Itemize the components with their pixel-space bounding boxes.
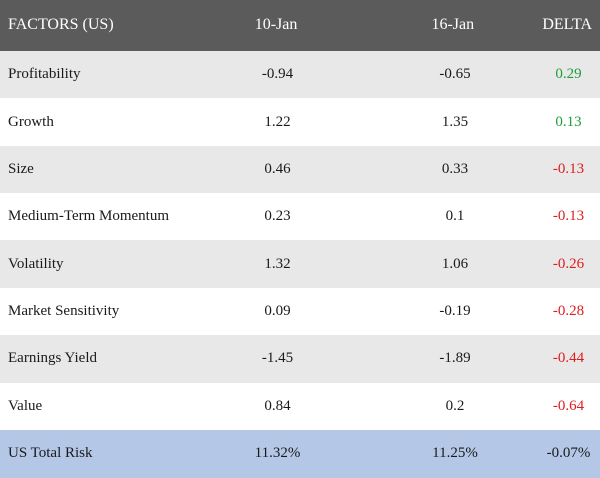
delta-value: -0.28 (552, 303, 585, 320)
jan16-value: -0.65 (439, 66, 471, 83)
delta-value: -0.44 (552, 350, 585, 367)
delta-value: -0.26 (552, 255, 585, 272)
header-factor: FACTORS (US) (8, 16, 114, 34)
table-header: FACTORS (US) 10-Jan 16-Jan DELTA (0, 0, 600, 51)
jan10-value: -1.45 (261, 350, 294, 367)
jan10-value: 0.46 (264, 160, 291, 177)
header-jan16: 16-Jan (431, 16, 475, 34)
jan10-value: 1.22 (264, 113, 291, 130)
factor-name: Earnings Yield (8, 350, 98, 367)
total-jan10: 11.32% (254, 445, 301, 462)
jan16-value: -0.19 (439, 303, 471, 320)
delta-value: 0.29 (555, 66, 582, 83)
jan16-value: 0.2 (445, 397, 465, 414)
table-row: Profitability -0.94 -0.65 0.29 (0, 50, 600, 99)
factor-name: Medium-Term Momentum (8, 208, 170, 225)
factor-name: Profitability (8, 66, 81, 83)
jan16-value: 0.33 (441, 160, 469, 177)
table-row: Volatility 1.32 1.06 -0.26 (0, 240, 600, 288)
table-row: Earnings Yield -1.45 -1.89 -0.44 (0, 335, 600, 383)
jan10-value: -0.94 (261, 66, 294, 83)
jan16-value: -1.89 (439, 350, 471, 367)
jan16-value: 0.1 (445, 208, 465, 225)
table-row: Growth 1.22 1.35 0.13 (0, 98, 600, 146)
factor-name: Volatility (8, 255, 64, 272)
factor-name: Growth (8, 113, 54, 130)
jan16-value: 1.35 (441, 113, 469, 130)
factor-name: Value (8, 397, 43, 414)
delta-value: -0.13 (552, 208, 585, 225)
jan16-value: 1.06 (441, 255, 469, 272)
total-row: US Total Risk 11.32% 11.25% -0.07% (0, 429, 600, 478)
table-row: Market Sensitivity 0.09 -0.19 -0.28 (0, 287, 600, 336)
delta-value: -0.64 (552, 397, 585, 414)
jan10-value: 1.32 (264, 255, 291, 272)
table-row: Value 0.84 0.2 -0.64 (0, 382, 600, 430)
delta-value: -0.13 (552, 160, 585, 177)
total-jan16: 11.25% (432, 445, 478, 462)
table-row: Size 0.46 0.33 -0.13 (0, 145, 600, 194)
header-delta: DELTA (542, 16, 592, 34)
jan10-value: 0.09 (264, 303, 291, 320)
delta-value: 0.13 (555, 113, 582, 130)
jan10-value: 0.23 (264, 208, 291, 225)
total-delta: -0.07% (546, 445, 591, 462)
table-row: Medium-Term Momentum 0.23 0.1 -0.13 (0, 193, 600, 241)
header-jan10: 10-Jan (254, 16, 298, 34)
jan10-value: 0.84 (264, 397, 291, 414)
total-label: US Total Risk (8, 445, 93, 462)
factor-name: Size (8, 160, 34, 177)
factor-name: Market Sensitivity (8, 303, 120, 320)
